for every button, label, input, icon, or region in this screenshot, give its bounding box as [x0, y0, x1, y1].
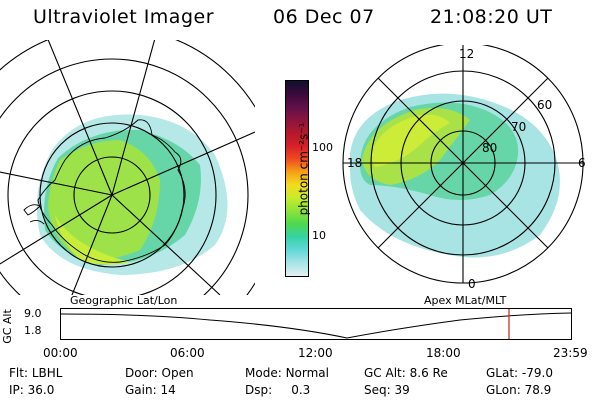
mlt-label-6: 6 [578, 156, 586, 170]
mlat-label-70: 70 [511, 120, 527, 134]
left-map-caption: Geographic Lat/Lon [70, 294, 178, 307]
colorbar-tick-10: 10 [312, 229, 326, 242]
right-map-caption: Apex MLat/MLT [424, 294, 507, 307]
app-title: Ultraviolet Imager [33, 6, 215, 28]
status-ip: IP: 36.0 [9, 383, 55, 397]
status-glat: GLat: -79.0 [486, 366, 553, 380]
status-door: Door: Open [125, 366, 194, 380]
observation-time: 21:08:20 UT [430, 6, 553, 28]
mlat-label-60: 60 [537, 98, 553, 112]
status-filter: Flt: LBHL [9, 366, 63, 380]
mlat-label-80: 80 [482, 141, 498, 155]
colorbar-tick-100: 100 [312, 141, 333, 154]
status-seq: Seq: 39 [364, 383, 410, 397]
altitude-tick-1-8: 1.8 [24, 324, 42, 337]
observation-date: 06 Dec 07 [273, 6, 375, 28]
time-tick-1800: 18:00 [426, 346, 461, 360]
colorbar [285, 80, 309, 277]
time-tick-2359: 23:59 [553, 346, 588, 360]
time-tick-0600: 06:00 [170, 346, 205, 360]
colorbar-gradient [286, 81, 308, 276]
status-gain: Gain: 14 [125, 383, 176, 397]
colorbar-label: photon cm⁻²s⁻¹ [296, 122, 311, 216]
time-tick-1200: 12:00 [298, 346, 333, 360]
altitude-curve [60, 312, 572, 339]
mlt-label-18: 18 [347, 156, 363, 170]
status-dsp: Dsp: 0.3 [245, 383, 311, 397]
geographic-map [0, 40, 255, 295]
mlt-label-0: 0 [468, 277, 476, 291]
status-mode: Mode: Normal [245, 366, 329, 380]
status-glon: GLon: 78.9 [486, 383, 552, 397]
time-tick-0000: 00:00 [43, 346, 78, 360]
altitude-plot [60, 308, 572, 340]
altitude-tick-9: 9.0 [24, 307, 42, 320]
altitude-axis-label: GC Alt [0, 309, 14, 344]
mlt-label-12: 12 [459, 47, 475, 61]
magnetic-polar-plot [342, 45, 584, 284]
status-gc-alt: GC Alt: 8.6 Re [364, 366, 448, 380]
coastline [37, 119, 186, 263]
